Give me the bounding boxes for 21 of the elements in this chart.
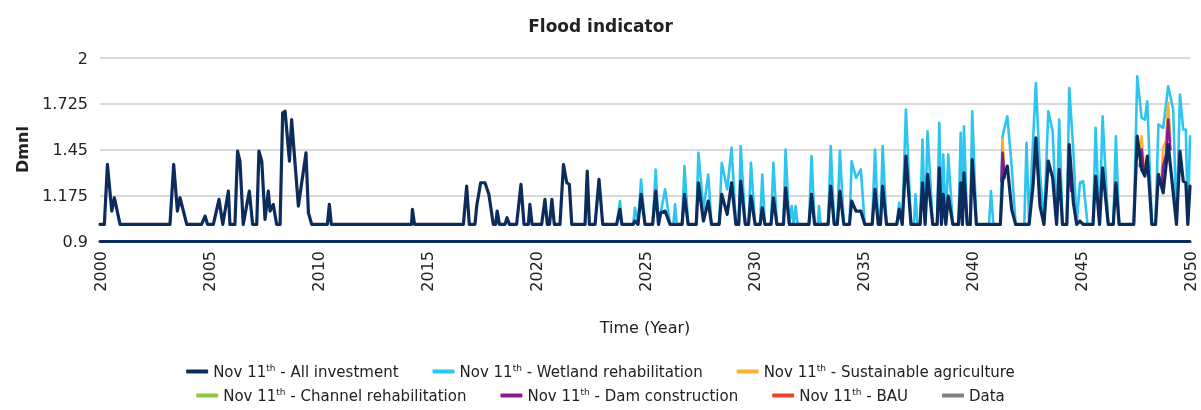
y-tick-label: 2 xyxy=(77,48,88,68)
y-tick-label: 0.9 xyxy=(62,231,88,251)
x-tick-label: 2040 xyxy=(962,251,982,292)
x-tick-label: 2010 xyxy=(308,251,328,292)
x-tick-label: 2025 xyxy=(635,251,655,292)
x-axis-title: Time (Year) xyxy=(598,317,691,337)
chart-title: Flood indicator xyxy=(528,15,674,36)
y-axis-title: Dmnl xyxy=(12,126,32,173)
y-tick-label: 1.175 xyxy=(42,185,88,205)
x-tick-label: 2015 xyxy=(417,251,437,292)
x-tick-label: 2005 xyxy=(199,251,219,292)
x-tick-label: 2000 xyxy=(90,251,110,292)
x-tick-label: 2030 xyxy=(744,251,764,292)
x-tick-label: 2020 xyxy=(526,251,546,292)
x-tick-label: 2045 xyxy=(1071,251,1091,292)
legend-label: Data xyxy=(969,386,1005,405)
x-tick-label: 2050 xyxy=(1180,251,1200,292)
y-tick-label: 1.725 xyxy=(42,94,88,114)
line-series xyxy=(98,109,1192,226)
y-tick-label: 1.45 xyxy=(52,140,88,159)
x-tick-label: 2035 xyxy=(853,251,873,292)
